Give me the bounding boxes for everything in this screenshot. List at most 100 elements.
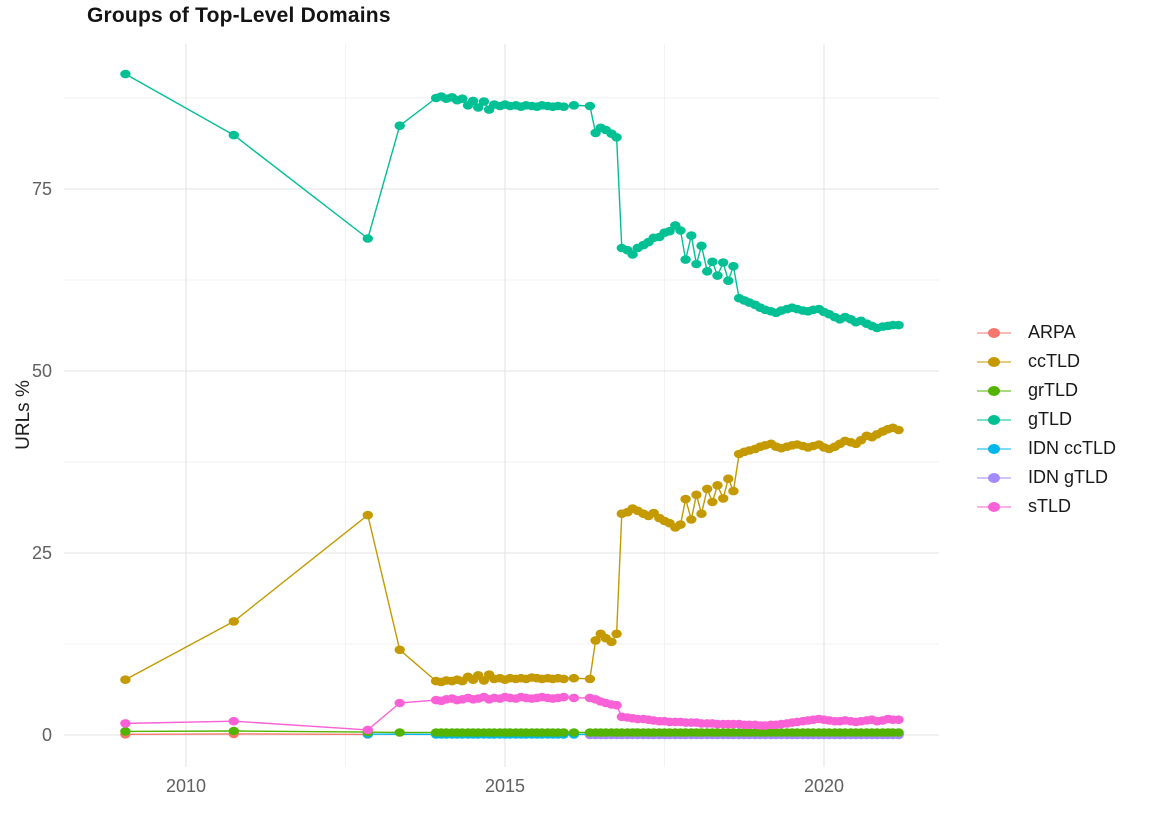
data-point-grtld	[120, 727, 131, 736]
x-tick-label-2015: 2015	[484, 776, 526, 796]
legend-label-idn-cctld: IDN ccTLD	[1028, 438, 1117, 458]
legend-label-grtld: grTLD	[1028, 380, 1079, 400]
data-point-gtld	[467, 96, 479, 106]
data-point-grtld	[568, 728, 580, 737]
legend-item-idn-gtld: IDN gTLD	[976, 463, 1116, 492]
data-point-cctld	[228, 617, 239, 626]
legend-item-arpa: ARPA	[976, 318, 1116, 347]
y-tick-label-0: 0	[41, 725, 52, 745]
data-point-gtld	[691, 259, 702, 269]
data-point-grtld	[394, 728, 405, 737]
data-point-stld	[568, 693, 580, 703]
data-point-gtld	[712, 271, 723, 280]
data-point-cctld	[362, 510, 373, 520]
data-point-stld	[362, 725, 373, 735]
data-point-cctld	[728, 486, 739, 496]
legend-label-stld: sTLD	[1028, 496, 1072, 516]
legend-key-arpa	[977, 327, 1011, 338]
y-tick-label-25: 25	[31, 543, 52, 563]
data-point-gtld	[627, 250, 638, 259]
data-point-stld	[558, 692, 569, 702]
data-point-cctld	[691, 490, 702, 500]
data-point-cctld	[707, 497, 718, 507]
data-point-cctld	[568, 673, 580, 683]
data-point-gtld	[362, 234, 373, 243]
data-point-grtld	[228, 726, 239, 736]
data-point-cctld	[696, 509, 707, 518]
data-point-cctld	[590, 636, 601, 645]
data-point-cctld	[606, 637, 617, 647]
data-point-stld	[228, 716, 239, 726]
legend: ARPA ccTLD grTLD gTLD IDN ccTLD IDN gTLD sTLD	[976, 318, 1116, 521]
data-point-gtld	[457, 94, 468, 103]
legend-label-cctld: ccTLD	[1028, 351, 1081, 371]
series-stld	[120, 692, 904, 735]
data-point-gtld	[702, 267, 713, 276]
data-point-cctld	[893, 425, 904, 435]
legend-label-idn-gtld: IDN gTLD	[1028, 467, 1109, 487]
data-point-gtld	[394, 121, 405, 130]
data-point-gtld	[568, 101, 580, 110]
legend-item-stld: sTLD	[976, 492, 1116, 521]
legend-item-cctld: ccTLD	[976, 347, 1116, 376]
data-point-gtld	[723, 276, 734, 286]
legend-key-gtld	[977, 414, 1011, 425]
data-point-cctld	[680, 494, 691, 504]
data-point-cctld	[702, 484, 713, 494]
data-point-gtld	[686, 231, 697, 240]
data-point-grtld	[558, 728, 569, 737]
legend-item-idn-cctld: IDN ccTLD	[976, 434, 1116, 463]
data-point-cctld	[723, 474, 734, 484]
data-point-grtld	[893, 728, 904, 737]
series-grtld	[120, 726, 904, 737]
legend-key-stld	[977, 501, 1011, 512]
legend-item-gtld: gTLD	[976, 405, 1116, 434]
data-point-gtld	[611, 133, 622, 142]
data-point-gtld	[558, 102, 569, 111]
legend-key-grtld	[977, 385, 1011, 396]
data-point-gtld	[728, 261, 739, 271]
data-point-gtld	[696, 241, 707, 251]
data-point-gtld	[584, 101, 596, 111]
data-point-gtld	[707, 257, 718, 267]
data-point-cctld	[686, 515, 697, 524]
data-point-gtld	[478, 97, 490, 106]
data-point-stld	[893, 715, 904, 724]
y-tick-label-75: 75	[31, 179, 52, 199]
data-point-gtld	[893, 320, 904, 330]
legend-key-idn-gtld	[977, 472, 1011, 483]
data-point-cctld	[394, 645, 405, 655]
data-point-gtld	[473, 103, 484, 112]
legend-key-idn-cctld	[977, 443, 1011, 454]
data-point-cctld	[712, 481, 723, 490]
x-tick-label-2010: 2010	[165, 776, 207, 796]
data-point-gtld	[228, 130, 239, 140]
x-tick-label-2020: 2020	[803, 776, 845, 796]
data-point-cctld	[611, 629, 622, 639]
data-point-cctld	[584, 674, 596, 684]
data-point-gtld	[718, 258, 729, 267]
data-point-stld	[120, 719, 131, 728]
data-point-cctld	[120, 675, 131, 684]
legend-item-grtld: grTLD	[976, 376, 1116, 405]
legend-label-gtld: gTLD	[1028, 409, 1073, 429]
gridlines-major	[64, 44, 939, 767]
gridlines-minor	[64, 44, 939, 767]
series-gtld	[120, 69, 904, 333]
legend-label-arpa: ARPA	[1028, 322, 1076, 342]
data-point-gtld	[664, 226, 675, 236]
data-point-cctld	[558, 674, 569, 684]
series-cctld	[120, 423, 904, 687]
legend-key-cctld	[977, 356, 1011, 367]
data-point-gtld	[675, 226, 686, 235]
data-point-cctld	[675, 520, 686, 529]
data-point-stld	[611, 700, 622, 710]
data-point-gtld	[120, 69, 131, 79]
data-point-gtld	[680, 255, 691, 264]
y-tick-label-50: 50	[31, 361, 52, 381]
chart-title: Groups of Top-Level Domains	[87, 4, 391, 27]
data-point-stld	[394, 698, 405, 708]
data-point-cctld	[718, 494, 729, 503]
